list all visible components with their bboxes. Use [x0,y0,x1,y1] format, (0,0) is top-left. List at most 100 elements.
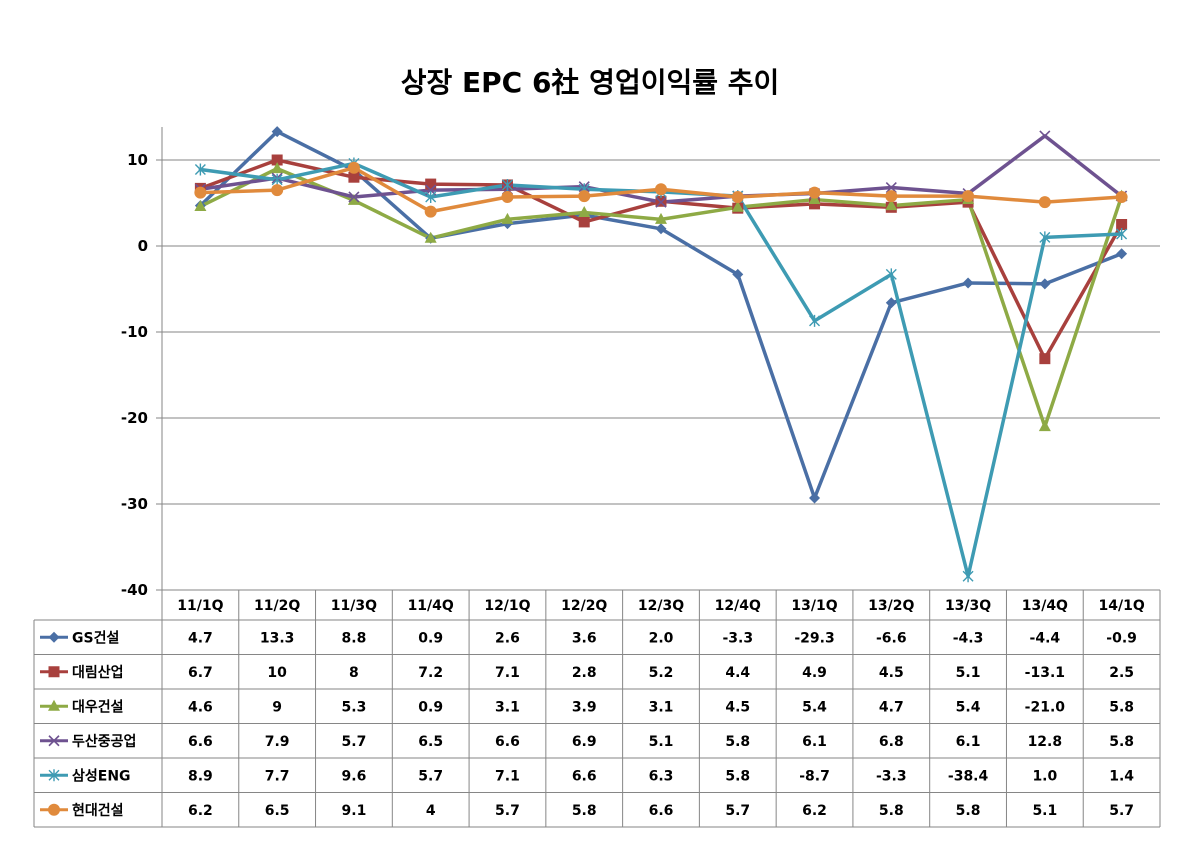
x-tick-label: 12/3Q [638,598,684,614]
data-label: -38.4 [948,768,989,784]
data-label: 12.8 [1028,734,1063,750]
x-tick-label: 13/3Q [945,598,991,614]
data-point [347,193,360,205]
data-point [655,183,667,196]
data-label: 6.9 [572,734,597,750]
series-markers [194,126,1128,583]
y-tick-label: -10 [121,323,148,341]
x-tick-label: 11/2Q [254,598,300,614]
data-point [48,735,60,747]
data-label: 2.6 [495,630,520,646]
data-label: 6.3 [649,768,674,784]
data-point [885,268,897,281]
data-label: 6.6 [572,768,597,784]
data-label: 5.7 [1109,803,1134,819]
y-tick-label: 0 [138,237,148,255]
data-point [655,212,667,224]
data-label: 6.1 [956,734,981,750]
data-label: 5.7 [342,734,367,750]
x-tick-label: 13/4Q [1022,598,1068,614]
data-label: 3.1 [495,699,520,715]
data-label: 2.0 [649,630,674,646]
data-point [731,190,744,203]
data-label: 7.1 [495,665,520,681]
data-label: 2.8 [572,665,597,681]
data-point [347,161,360,174]
data-label: 3.9 [572,699,597,715]
data-label: 5.8 [879,803,904,819]
data-label: 2.5 [1109,665,1134,681]
data-label: 5.8 [1109,734,1134,750]
data-label: 5.1 [1032,803,1057,819]
data-label: 3.6 [572,630,597,646]
data-label: 6.6 [649,803,674,819]
data-point [1039,353,1051,365]
data-label: -0.9 [1106,630,1137,646]
data-label: -3.3 [876,768,907,784]
data-label: 7.7 [265,768,290,784]
data-label: 0.9 [418,699,443,715]
data-label: 6.2 [802,803,827,819]
data-point [885,190,898,203]
data-point [1116,219,1128,230]
data-label: -4.4 [1030,630,1061,646]
data-label: 5.8 [572,803,597,819]
data-point [732,268,744,280]
data-label: 4.9 [802,665,827,681]
data-point [271,173,283,186]
data-label: 6.8 [879,734,904,750]
data-point [1038,196,1051,209]
data-label: 5.8 [725,734,750,750]
data-label: 5.2 [649,665,674,681]
data-label: 8.8 [342,630,367,646]
data-point [731,200,744,212]
data-point [501,212,514,224]
data-label: 6.6 [495,734,520,750]
legend-key [40,769,68,782]
data-point [194,163,206,176]
data-label: 10 [267,665,287,681]
y-tick-label: 10 [127,151,148,169]
data-label: -6.6 [876,630,907,646]
data-label: 1.0 [1032,768,1057,784]
data-label: 4.7 [879,699,904,715]
data-label: 4.7 [188,630,213,646]
legend-key [40,666,68,678]
y-tick-label: -40 [121,581,148,599]
data-point [271,154,283,166]
data-label: 5.7 [418,768,443,784]
data-point [962,570,974,583]
y-tick-label: -30 [121,495,148,513]
data-point [578,205,591,217]
data-point [194,199,207,211]
data-point [1039,278,1051,290]
data-point [48,803,60,816]
data-point [48,666,60,678]
data-label: -21.0 [1025,699,1066,715]
data-point [1116,248,1128,260]
data-point [885,181,897,194]
data-label: 5.7 [725,803,750,819]
axes [156,127,163,591]
data-label: 5.4 [802,699,827,715]
data-label: 9.6 [342,768,367,784]
data-label: 6.6 [188,734,213,750]
data-table: 11/1Q 11/2Q 11/3Q 11/4Q 12/1Q 12/2Q 12/3Q 12/4Q… [33,589,1161,828]
data-label: 4.6 [188,699,213,715]
data-point [1038,420,1051,432]
data-label: 8 [349,665,359,681]
data-label: 4 [426,803,436,819]
data-point [271,162,284,174]
data-point [962,190,975,203]
x-tick-label: 14/1Q [1098,598,1144,614]
series-name: 대우건설 [72,698,124,715]
data-point [809,314,821,327]
data-label: 13.3 [260,630,295,646]
data-point [578,216,590,228]
x-tick-label: 13/2Q [868,598,914,614]
data-point [425,178,437,190]
data-point [885,297,897,309]
data-point [1039,231,1051,244]
data-label: 7.9 [265,734,290,750]
